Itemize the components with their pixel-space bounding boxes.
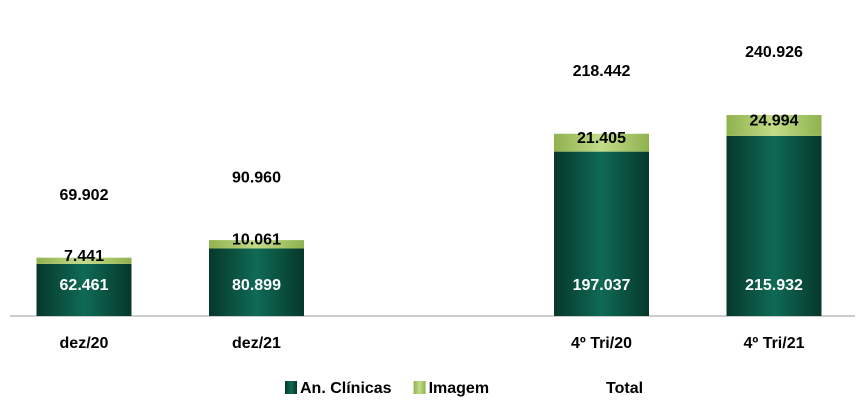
- legend-label: Total: [606, 380, 643, 397]
- total-label: 240.926: [745, 44, 803, 61]
- bar-segment: [36, 257, 132, 264]
- total-label: 90.960: [232, 169, 281, 186]
- value-label: 7.441: [64, 248, 104, 265]
- value-label: 10.061: [232, 232, 281, 249]
- x-tick-label: dez/20: [60, 335, 109, 352]
- bar-segment: [36, 263, 132, 316]
- x-tick-label: 4º Tri/20: [571, 335, 632, 352]
- x-tick-label: dez/21: [232, 335, 281, 352]
- value-label: 21.405: [577, 130, 626, 147]
- value-label: 197.037: [573, 277, 631, 294]
- bar-segment: [209, 248, 304, 316]
- legend-swatch: [413, 381, 426, 394]
- bar-segment: [209, 240, 304, 249]
- bar-segment: [554, 151, 649, 316]
- x-tick-label: 4º Tri/21: [744, 335, 805, 352]
- value-label: 80.899: [232, 277, 281, 294]
- total-label: 69.902: [60, 187, 109, 204]
- value-label: 62.461: [60, 277, 109, 294]
- total-label: 218.442: [573, 63, 631, 80]
- legend-swatch: [285, 381, 297, 394]
- bar-segment: [554, 133, 649, 152]
- legend-label: An. Clínicas: [300, 380, 392, 397]
- bar-segment: [726, 135, 822, 316]
- value-label: 215.932: [745, 277, 803, 294]
- value-label: 24.994: [750, 113, 799, 130]
- legend-label: Imagem: [429, 380, 489, 397]
- bar-segment: [726, 115, 822, 136]
